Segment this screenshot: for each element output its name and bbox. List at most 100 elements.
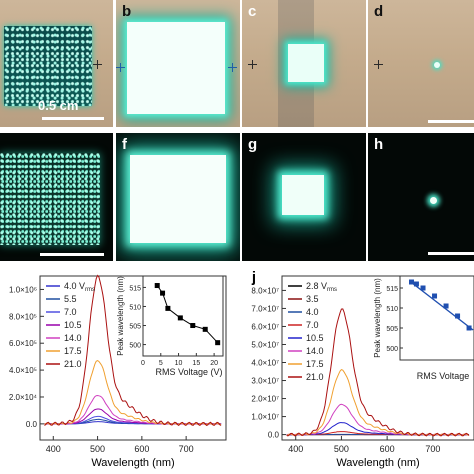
- photo-panel-c: c: [242, 0, 366, 127]
- y-tick-label: 8.0×10⁷: [251, 286, 279, 295]
- x-tick-label: 500: [334, 444, 349, 454]
- y-tick-label: 2.0×10⁴: [9, 393, 38, 402]
- speckled-emission-square: [0, 153, 100, 245]
- inset-x-tick-label: 20: [210, 360, 218, 367]
- legend-label: 14.0: [306, 346, 324, 356]
- photo-panel-e: [0, 133, 113, 261]
- panel-label-g: g: [248, 136, 258, 153]
- alignment-cross-icon: [93, 60, 102, 69]
- point-emission: [434, 62, 440, 68]
- y-tick-label: 1.0×10⁶: [9, 285, 37, 294]
- inset-data-point: [466, 325, 472, 331]
- inset-y-tick-label: 500: [129, 343, 141, 350]
- inset-y-tick-label: 515: [129, 285, 141, 292]
- inset-y-axis-label: Peak wavelength (nm): [116, 276, 125, 356]
- x-tick-label: 600: [380, 444, 395, 454]
- inset-data-point: [154, 283, 160, 289]
- spectrum-line: [286, 369, 470, 436]
- inset-data-point: [165, 305, 171, 311]
- photo-panel-h: h: [368, 133, 474, 261]
- legend-label: 10.5: [306, 333, 324, 343]
- x-tick-label: 500: [90, 444, 105, 454]
- spectra-chart-j: j 400 500 600 700 Wavelength (nm) 0.0 1.0×10⁷ 2.…: [251, 269, 474, 469]
- y-tick-label: 3.0×10⁷: [251, 377, 279, 386]
- bright-emission-square: [130, 155, 226, 243]
- inset-data-point: [160, 290, 166, 296]
- y-tick-label: 6.0×10⁵: [9, 339, 37, 348]
- inset-x-tick-label: 15: [192, 360, 200, 367]
- alignment-cross-icon: [248, 60, 257, 69]
- inset-y-tick-label: 505: [129, 324, 141, 331]
- inset-data-point: [432, 293, 438, 299]
- scale-bar: [42, 117, 104, 120]
- panel-label-j: j: [251, 269, 256, 286]
- y-tick-label: 4.0×10⁵: [9, 366, 37, 375]
- photo-panel-a: 0.5 cm: [0, 0, 113, 127]
- panel-label-h: h: [374, 136, 384, 153]
- inset-y-axis-label: Peak wavelength (nm): [373, 278, 382, 358]
- y-tick-label: 6.0×10⁷: [251, 322, 279, 331]
- inset-y-tick-label: 505: [386, 326, 398, 333]
- inset-data-point: [202, 326, 208, 332]
- y-tick-label: 0.0: [268, 431, 280, 440]
- inset-x-axis-label: RMS Voltage (V): [155, 367, 222, 377]
- legend-label: 4.0: [306, 307, 319, 317]
- medium-emission-square: [282, 175, 324, 215]
- scale-bar-label: 0.5 cm: [38, 98, 79, 113]
- spectrum-line: [286, 308, 470, 437]
- photo-panel-b: b: [116, 0, 240, 127]
- y-tick-label: 1.0×10⁷: [251, 413, 279, 422]
- y-tick-label: 5.0×10⁷: [251, 340, 279, 349]
- inset-x-axis-label: RMS Voltage: [417, 371, 470, 381]
- inset-data-point: [413, 281, 419, 287]
- x-tick-label: 700: [179, 444, 194, 454]
- panel-label-c: c: [248, 3, 257, 20]
- inset-y-tick-label: 510: [386, 306, 398, 313]
- panel-label-d: d: [374, 3, 384, 20]
- inset-fit-line: [409, 280, 474, 331]
- y-tick-label: 4.0×10⁷: [251, 359, 279, 368]
- legend-label: 17.5: [306, 359, 324, 369]
- inset-frame: [399, 275, 474, 361]
- inset-y-tick-label: 500: [386, 346, 398, 353]
- alignment-cross-icon: [228, 63, 237, 72]
- photo-panel-g: g: [242, 133, 366, 261]
- scale-bar: [428, 120, 474, 123]
- scale-bar: [40, 253, 104, 256]
- legend-label: 7.0: [64, 307, 77, 317]
- photo-panel-f: f: [116, 133, 240, 261]
- inset-x-tick-label: 10: [175, 360, 183, 367]
- bright-emission-square: [127, 22, 225, 114]
- inset-data-point: [420, 285, 426, 291]
- legend-label: 5.5: [64, 294, 77, 304]
- legend-label: 17.5: [64, 346, 82, 356]
- x-tick-label: 600: [134, 444, 149, 454]
- inset-y-tick-label: 515: [386, 286, 398, 293]
- inset-x-tick-label: 0: [141, 360, 145, 367]
- point-emission: [430, 197, 437, 204]
- inset-data-point: [190, 323, 196, 329]
- inset-frame: [142, 275, 224, 357]
- legend-label: 14.0: [64, 333, 82, 343]
- legend-label: 21.0: [306, 372, 324, 382]
- inset-data-point: [409, 279, 415, 285]
- y-tick-label: 0.0: [26, 420, 38, 429]
- spectra-chart-i: 400 500 600 700 Wavelength (nm) 0.0 2.0×10⁴ 4.0…: [9, 274, 227, 469]
- medium-emission-square: [288, 44, 324, 82]
- legend-label: 3.5: [306, 294, 319, 304]
- x-axis-label: Wavelength (nm): [336, 457, 419, 469]
- inset-data-point: [443, 303, 449, 309]
- legend-label: 7.0: [306, 320, 319, 330]
- photo-panel-d: d: [368, 0, 474, 127]
- inset-data-point: [215, 340, 221, 346]
- x-tick-label: 700: [425, 444, 440, 454]
- scale-bar: [428, 252, 474, 255]
- spectrum-line: [44, 274, 222, 427]
- y-tick-label: 2.0×10⁷: [251, 395, 279, 404]
- speckled-emission-square: [4, 26, 92, 106]
- x-axis-label: Wavelength (nm): [91, 457, 174, 469]
- y-tick-label: 7.0×10⁷: [251, 304, 279, 313]
- x-tick-label: 400: [288, 444, 303, 454]
- y-tick-label: 8.0×10⁵: [9, 312, 37, 321]
- panel-label-f: f: [122, 136, 127, 153]
